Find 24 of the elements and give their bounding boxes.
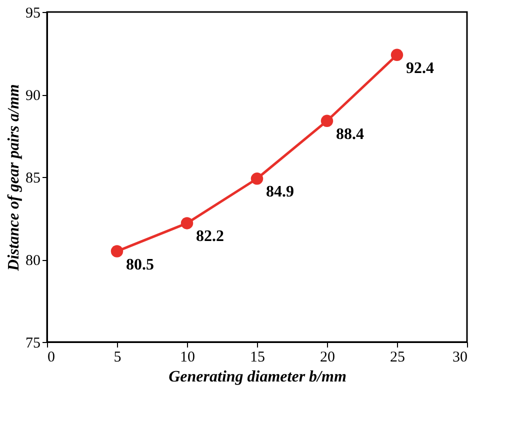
x-tick-label: 30 [452,350,468,366]
y-tick-label: 75 [26,336,40,352]
y-axis-title: Distance of gear pairs a/mm [6,84,22,272]
point [320,114,334,128]
x-tick-label: 10 [180,350,195,366]
y-tick-label: 90 [26,88,40,104]
data-label: 92.4 [406,60,434,77]
point [180,217,194,230]
y-tick-label: 80 [26,253,40,269]
point [390,48,404,62]
x-tick-label: 25 [390,350,405,366]
data-label: 84.9 [266,184,294,201]
data-label: 80.5 [126,256,154,274]
x-tick-label: 0 [48,350,55,366]
x-axis-title: Generating diameter b/mm [168,368,346,386]
y-tick-label: 85 [26,170,40,186]
y-tick-label: 95 [26,6,40,22]
x-tick-label: 20 [320,350,335,366]
x-tick-label: 15 [250,350,265,366]
x-tick-label: 5 [114,350,122,366]
data-label: 88.4 [336,126,364,143]
point [110,245,124,258]
data-label: 82.2 [196,228,224,246]
point [250,172,264,185]
